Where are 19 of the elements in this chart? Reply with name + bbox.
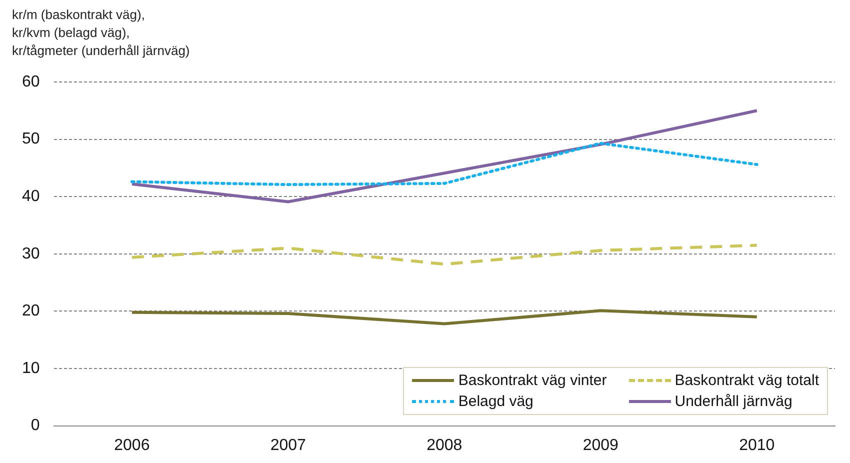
x-tick-label: 2008 xyxy=(426,436,462,454)
x-tick-label: 2010 xyxy=(739,436,775,454)
y-tick-label: 30 xyxy=(22,245,40,262)
x-tick-label: 2009 xyxy=(582,436,619,454)
y-tick-label: 10 xyxy=(22,360,40,377)
y-axis-title: kr/m (baskontrakt väg), kr/kvm (belagd väg), kr/tågmeter (underhåll järnväg) xyxy=(12,6,190,60)
legend-label: Belagd väg xyxy=(458,393,534,410)
y-tick-label: 40 xyxy=(22,188,40,206)
y-tick-label: 50 xyxy=(22,130,40,148)
legend-label: Baskontrakt väg totalt xyxy=(674,372,819,389)
y-tick-label: 60 xyxy=(22,73,40,90)
line-series xyxy=(130,244,758,266)
x-tick-label: 2006 xyxy=(114,436,150,454)
line-series xyxy=(130,142,758,186)
y-tick-label: 0 xyxy=(30,417,40,434)
legend-label: Underhåll järnväg xyxy=(674,393,792,410)
legend-label: Baskontrakt väg vinter xyxy=(458,372,607,389)
y-tick-label: 20 xyxy=(22,302,40,320)
x-tick-label: 2007 xyxy=(270,436,306,454)
